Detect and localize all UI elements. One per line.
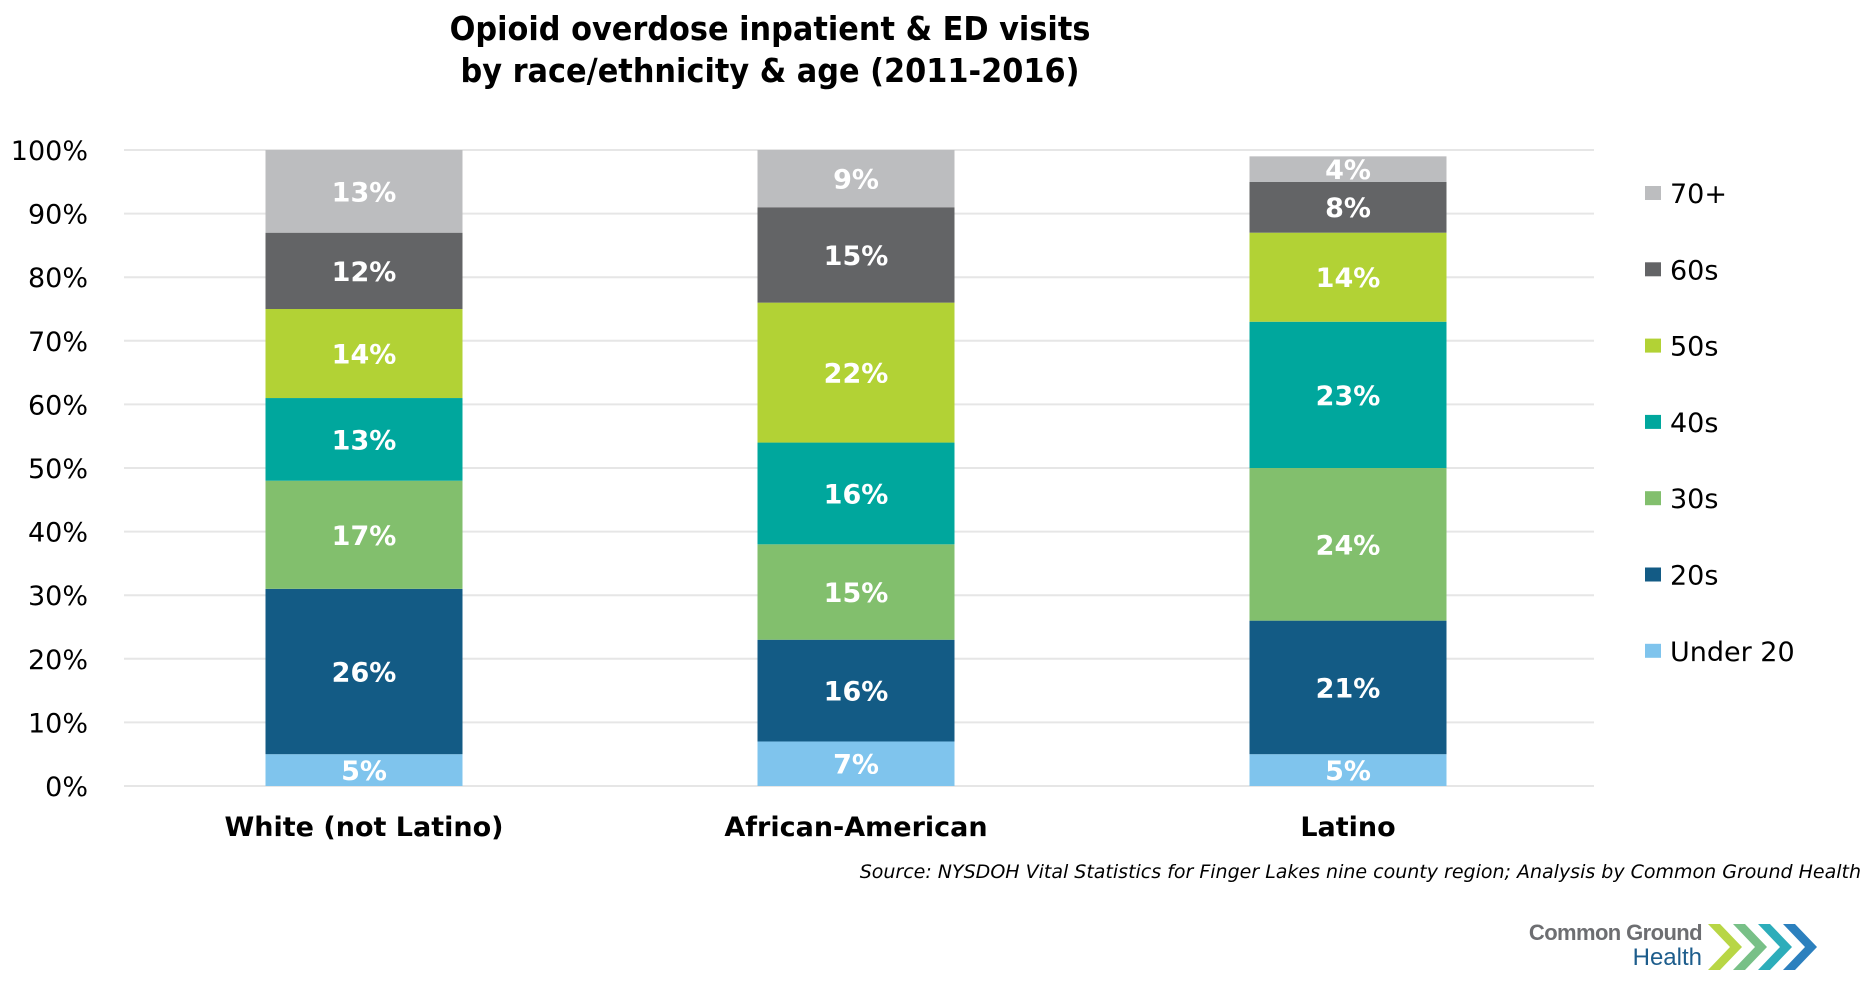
logo-text-line-1: Common Ground	[1528, 920, 1703, 945]
legend-label: 20s	[1670, 561, 1718, 592]
data-label: 13%	[332, 177, 397, 208]
legend-swatch	[1645, 567, 1661, 582]
data-label: 5%	[1325, 756, 1371, 787]
bar-segment-50s	[757, 302, 955, 443]
legend: 70+ 60s 50s 40s 30s 20s Under 20	[1645, 179, 1795, 668]
bar-segment-30s	[1249, 468, 1447, 621]
x-tick-label: Latino	[1300, 812, 1395, 843]
chevron-icon	[1758, 924, 1792, 970]
bar-segment-60s	[757, 207, 955, 303]
data-label: 16%	[824, 479, 889, 510]
data-label: 13%	[332, 425, 397, 456]
legend-label: 70+	[1670, 179, 1727, 210]
data-label: 14%	[1316, 263, 1381, 294]
legend-label: 60s	[1670, 255, 1718, 286]
data-label: 16%	[824, 677, 889, 708]
bar-segment-50s	[1249, 232, 1447, 322]
data-label: 7%	[833, 750, 879, 781]
y-tick-label: 70%	[28, 327, 88, 358]
y-tick-label: 10%	[28, 708, 88, 739]
logo-text-line-2: Health	[1632, 944, 1702, 971]
bar-segment-under-20	[265, 754, 463, 786]
legend-swatch	[1645, 414, 1661, 429]
data-label: 8%	[1325, 193, 1371, 224]
bar-segment-20s	[1249, 620, 1447, 755]
y-tick-label: 30%	[28, 581, 88, 612]
bar-segment-70-	[265, 150, 463, 233]
chart-title-line-2: by race/ethnicity & age (2011-2016)	[460, 51, 1080, 90]
data-label: 12%	[332, 257, 397, 288]
data-label: 9%	[833, 165, 879, 196]
bar-segment-60s	[1249, 181, 1447, 233]
y-tick-label: 20%	[28, 645, 88, 676]
x-axis-labels: White (not Latino) African-American Latino	[225, 812, 1396, 843]
data-label: 5%	[341, 756, 387, 787]
x-tick-label: African-American	[724, 812, 987, 843]
chevron-icon	[1783, 924, 1817, 970]
legend-label: 40s	[1670, 408, 1718, 439]
common-ground-health-logo: Common Ground Health	[1510, 918, 1820, 974]
data-label: 24%	[1316, 530, 1381, 561]
chart-title-line-1: Opioid overdose inpatient & ED visits	[449, 9, 1091, 48]
bar-segment-30s	[757, 544, 955, 640]
legend-swatch	[1645, 338, 1661, 353]
legend-swatch	[1645, 186, 1661, 200]
chevron-icon	[1708, 924, 1742, 970]
bar-segment-70-	[1249, 156, 1447, 182]
bar-segment-40s	[1249, 321, 1447, 468]
chevrons-icon	[1708, 924, 1817, 970]
legend-swatch	[1645, 643, 1661, 658]
data-label: 23%	[1316, 381, 1381, 412]
y-tick-label: 90%	[28, 200, 88, 231]
data-label: 26%	[332, 658, 397, 689]
chevron-icon	[1733, 924, 1767, 970]
bar-segment-20s	[757, 639, 955, 742]
data-label: 15%	[824, 578, 889, 609]
data-label: 14%	[332, 340, 397, 371]
bar-segment-30s	[265, 480, 463, 589]
bars	[265, 150, 1447, 786]
bar-segment-under-20	[757, 741, 955, 786]
bar-segment-40s	[757, 442, 955, 545]
y-tick-label: 40%	[28, 518, 88, 549]
data-label: 22%	[824, 359, 889, 390]
y-tick-label: 80%	[28, 263, 88, 294]
y-tick-label: 50%	[28, 454, 88, 485]
bar-segment-20s	[265, 588, 463, 755]
y-tick-label: 60%	[28, 390, 88, 421]
bar-segment-under-20	[1249, 754, 1447, 786]
data-label: 17%	[332, 521, 397, 552]
y-tick-label: 0%	[45, 772, 88, 803]
legend-swatch	[1645, 262, 1661, 277]
legend-label: Under 20	[1670, 637, 1795, 668]
legend-label: 30s	[1670, 484, 1718, 515]
data-label: 4%	[1325, 155, 1371, 186]
data-label: 15%	[824, 241, 889, 272]
bar-segment-40s	[265, 398, 463, 481]
bar-segment-50s	[265, 309, 463, 399]
legend-swatch	[1645, 491, 1661, 506]
chart-title: Opioid overdose inpatient & ED visits by…	[338, 8, 1203, 92]
bar-segment-70-	[757, 150, 955, 208]
bar-segment-60s	[265, 232, 463, 309]
x-tick-label: White (not Latino)	[225, 812, 504, 843]
y-axis-ticks: 0% 10% 20% 30% 40% 50% 60% 70% 80% 90% 100%	[11, 136, 88, 803]
segment-labels: 5% 26% 17% 13% 14% 12% 13% 7% 16% 15% 16% 22% 15% 9% 5…	[332, 155, 1381, 787]
data-label: 21%	[1316, 673, 1381, 704]
legend-label: 50s	[1670, 332, 1718, 363]
y-tick-label: 100%	[11, 136, 88, 167]
source-note: Source: NYSDOH Vital Statistics for Fing…	[859, 861, 1861, 883]
